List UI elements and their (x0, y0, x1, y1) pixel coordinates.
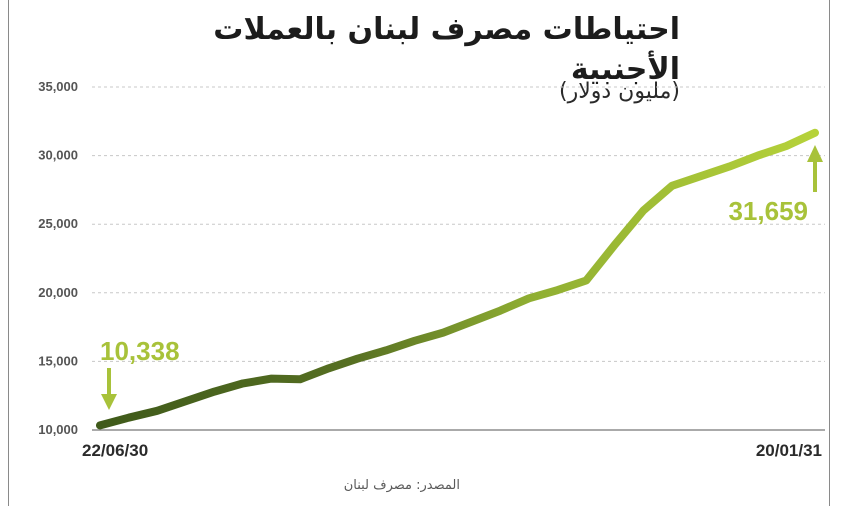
chart-title: احتياطات مصرف لبنان بالعملات الأجنبية (213, 12, 680, 87)
y-tick-label: 25,000 (38, 216, 78, 231)
down-arrow-icon (101, 394, 117, 410)
reserves-series-line (96, 128, 819, 430)
x-tick-label-end: 20/01/31 (756, 441, 822, 460)
y-tick-label: 35,000 (38, 79, 78, 94)
end-value-label: 31,659 (728, 196, 808, 226)
y-tick-label: 10,000 (38, 422, 78, 437)
source-note: المصدر: مصرف لبنان (343, 478, 460, 493)
up-arrow-icon (807, 145, 823, 162)
start-value-label: 10,338 (100, 336, 180, 366)
y-tick-label: 15,000 (38, 353, 78, 368)
y-tick-label: 30,000 (38, 148, 78, 163)
chart-unit-label: (مليون دولار) (559, 79, 680, 104)
y-tick-label: 20,000 (38, 285, 78, 300)
x-tick-label-start: 22/06/30 (82, 441, 148, 460)
chart-frame (8, 0, 830, 506)
